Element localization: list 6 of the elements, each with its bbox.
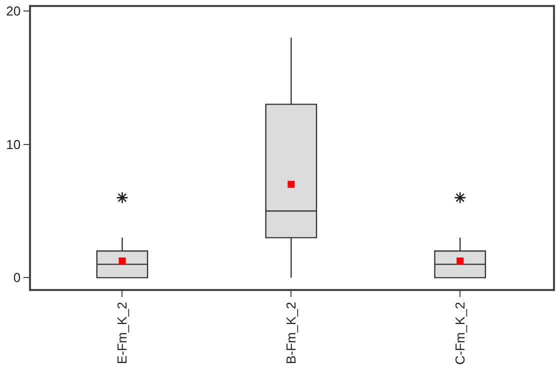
x-tick-label: E-Fm_K_2: [114, 302, 130, 364]
x-tick-label: C-Fm_K_2: [452, 302, 468, 365]
y-tick-label: 20: [6, 4, 21, 19]
y-tick-label: 0: [13, 270, 21, 286]
x-tick-label: B-Fm_K_2: [283, 302, 298, 364]
y-tick-label: 10: [6, 136, 21, 152]
